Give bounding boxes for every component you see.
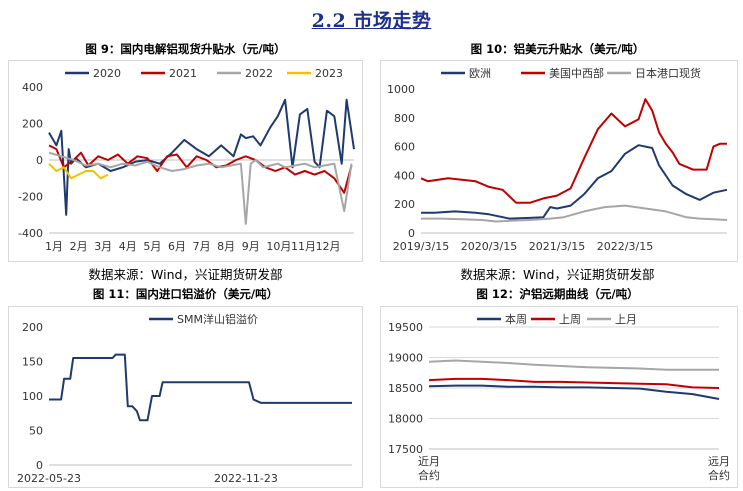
figure-12-panel: 19500 19000 18500 18000 17500 近月 合约 远月 合约 本周 上周 上月	[380, 306, 738, 488]
series-line	[428, 359, 719, 371]
legend-label: 上月	[615, 313, 637, 326]
x-tick-label: 合约	[418, 468, 440, 482]
y-tick-label: 0	[408, 227, 415, 240]
figure-10-title: 图 10：铝美元升贴水（美元/吨）	[470, 42, 645, 56]
figure-10-panel: 1000 800 600 400 200 0 2019/3/15 2020/3/15 2021/…	[380, 60, 738, 262]
x-tick-label: 5月	[143, 240, 161, 253]
y-tick-label: 18000	[388, 413, 423, 426]
x-tick-label: 10月	[266, 240, 291, 253]
legend-label: 2021	[169, 67, 197, 80]
x-tick-label: 3月	[94, 240, 112, 253]
series-line	[428, 377, 720, 389]
series-line	[48, 151, 353, 225]
x-tick-label: 2019/3/15	[393, 240, 449, 253]
y-tick-label: 600	[394, 141, 415, 154]
x-tick-label: 2022-05-23	[17, 472, 81, 485]
x-tick-label: 2月	[70, 240, 88, 253]
y-tick-label: 50	[29, 425, 43, 438]
y-tick-label: 400	[22, 81, 43, 94]
series-line	[49, 353, 352, 422]
y-tick-label: 200	[394, 198, 415, 211]
x-tick-label: 远月	[708, 455, 730, 468]
figure-11-title: 图 11：国内进口铝溢价（美元/吨）	[92, 287, 279, 301]
y-tick-label: 19500	[388, 321, 423, 334]
x-tick-label: 1月	[45, 240, 63, 253]
y-tick-label: 200	[22, 118, 43, 131]
series-line	[420, 98, 727, 204]
y-tick-label: 1000	[387, 83, 415, 96]
series-line	[48, 162, 109, 180]
y-tick-label: 17500	[388, 443, 423, 456]
legend-label: SMM洋山铝溢价	[177, 312, 258, 326]
y-tick-label: -400	[18, 227, 43, 240]
legend-label: 日本港口现货	[635, 66, 701, 80]
figure-12-source: 数据来源：Wind，兴证期货研发部	[460, 267, 655, 282]
series-line	[421, 204, 728, 223]
x-tick-label: 4月	[119, 240, 137, 253]
series-line	[48, 144, 353, 194]
y-tick-label: 0	[36, 154, 43, 167]
x-tick-label: 11月	[291, 240, 316, 253]
legend-label: 2022	[245, 67, 273, 80]
x-tick-label: 2022/3/15	[597, 240, 653, 253]
legend-label: 2020	[93, 67, 121, 80]
figure-11-source: 数据来源：Wind，兴证期货研发部	[88, 267, 283, 282]
x-tick-label: 12月	[316, 240, 341, 253]
x-tick-label: 8月	[217, 240, 235, 253]
y-tick-label: 0	[36, 459, 43, 472]
legend-label: 上周	[559, 313, 581, 326]
legend-label: 欧洲	[469, 67, 491, 80]
y-tick-label: 150	[22, 356, 43, 369]
x-tick-label: 2021/3/15	[529, 240, 585, 253]
legend-label: 2023	[315, 67, 343, 80]
figure-9-title: 图 9：国内电解铝现货升贴水（元/吨）	[85, 42, 286, 56]
figure-12-title: 图 12：沪铝远期曲线（元/吨）	[476, 287, 639, 301]
y-tick-label: 200	[22, 321, 43, 334]
legend-label: 本周	[505, 312, 527, 326]
x-tick-label: 9月	[242, 240, 260, 253]
y-tick-label: 400	[394, 169, 415, 182]
figure-9-panel: 400 200 0 -200 -400 1月 2月 3月 4月 5月 6月 7月 8月 9月 10月 11月 1…	[8, 60, 363, 262]
legend-label: 美国中西部	[549, 66, 604, 80]
x-tick-label: 7月	[193, 240, 211, 253]
y-tick-label: 19000	[388, 352, 423, 365]
x-tick-label: 6月	[168, 240, 186, 253]
x-tick-label: 近月	[418, 455, 440, 468]
series-line	[421, 144, 728, 220]
y-tick-label: 100	[22, 390, 43, 403]
x-tick-label: 2022-11-23	[214, 472, 278, 485]
x-tick-label: 合约	[708, 468, 730, 482]
series-line	[428, 384, 720, 400]
section-title: 2.2 市场走势	[311, 10, 432, 32]
figure-11-panel: 200 150 100 50 0 2022-05-23 2022-11-23 SMM洋山铝溢价	[8, 306, 363, 488]
y-tick-label: -200	[18, 191, 43, 204]
x-tick-label: 2020/3/15	[461, 240, 517, 253]
y-tick-label: 18500	[388, 382, 423, 395]
y-tick-label: 800	[394, 112, 415, 125]
